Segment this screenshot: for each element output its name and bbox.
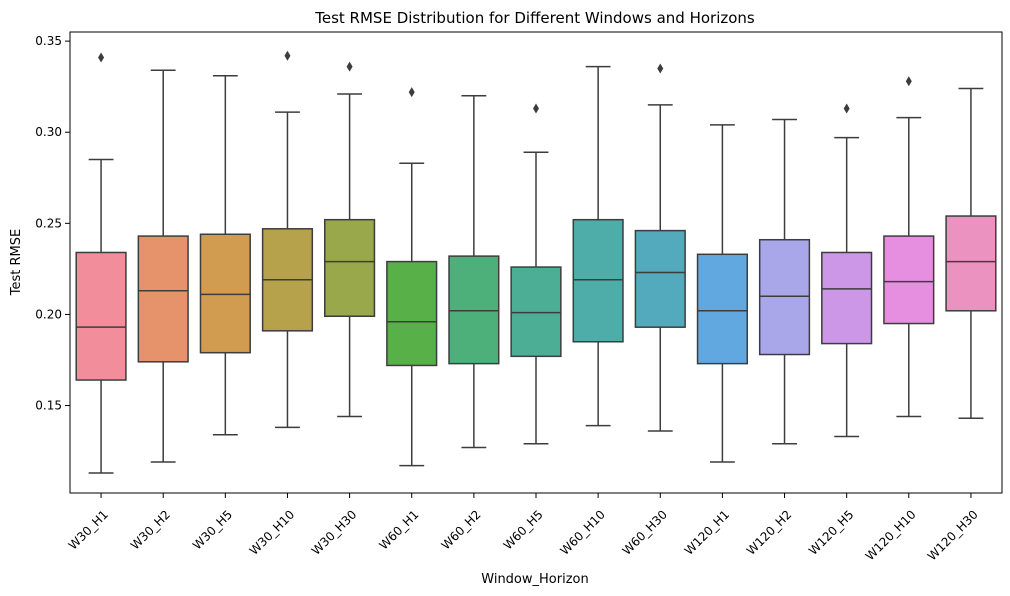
box-iqr: [696, 253, 749, 365]
x-tick-label: W60_H2: [439, 507, 484, 552]
box-W120_H10: [883, 76, 935, 418]
y-tick-label: 0.25: [35, 216, 62, 230]
x-tick-label: W120_H5: [806, 507, 857, 558]
box-W60_H5: [510, 103, 562, 445]
box-iqr: [945, 215, 997, 312]
box-iqr: [634, 229, 686, 328]
x-tick-label: W120_H2: [744, 507, 795, 558]
x-tick-label: W30_H30: [309, 507, 360, 558]
boxes: [75, 50, 997, 474]
chart-title: Test RMSE Distribution for Different Win…: [314, 9, 755, 27]
box-W120_H1: [696, 124, 749, 463]
x-tick-label: W30_H5: [190, 507, 235, 552]
box-W30_H2: [137, 69, 189, 463]
box-iqr: [821, 251, 873, 345]
outlier-point: [408, 87, 415, 98]
box-W120_H5: [821, 103, 873, 438]
box-W30_H30: [323, 61, 376, 418]
outlier-point: [843, 103, 850, 114]
x-tick-label: W60_H5: [501, 507, 546, 552]
x-axis: W30_H1 W30_H2 W30_H5 W30_H10 W30_H30 W60_H1 W6…: [66, 493, 981, 563]
y-tick-label: 0.30: [35, 125, 62, 139]
x-tick-label: W120_H1: [682, 507, 733, 558]
box-W30_H5: [199, 74, 251, 436]
box-W60_H2: [448, 95, 500, 449]
box-iqr: [323, 218, 376, 318]
box-W120_H30: [945, 87, 997, 420]
box-iqr: [386, 260, 438, 367]
y-axis-label: Test RMSE: [9, 229, 24, 296]
box-W30_H1: [75, 52, 127, 474]
box-W30_H10: [261, 50, 314, 429]
outlier-point: [905, 76, 912, 87]
box-W60_H10: [572, 65, 624, 427]
box-iqr: [883, 235, 935, 325]
outlier-point: [533, 103, 539, 114]
outlier-point: [284, 50, 291, 61]
x-tick-label: W120_H10: [863, 507, 919, 563]
x-tick-label: W30_H2: [128, 507, 173, 552]
y-tick-label: 0.15: [35, 399, 62, 413]
outlier-point: [98, 52, 105, 63]
box-iqr: [448, 255, 500, 365]
y-tick-label: 0.20: [35, 307, 62, 321]
x-tick-label: W30_H1: [66, 507, 111, 552]
y-tick-label: 0.35: [35, 34, 62, 48]
x-tick-label: W30_H10: [247, 507, 298, 558]
outlier-point: [346, 61, 353, 72]
box-iqr: [510, 266, 562, 358]
x-tick-label: W60_H10: [557, 507, 608, 558]
y-axis: 0.15 0.20 0.25 0.30 0.35: [35, 34, 70, 413]
box-iqr: [137, 235, 189, 363]
box-W60_H1: [386, 87, 438, 467]
x-tick-label: W60_H1: [376, 507, 421, 552]
box-iqr: [572, 218, 624, 343]
box-iqr: [758, 238, 811, 356]
box-iqr: [199, 233, 251, 354]
x-tick-label: W120_H30: [925, 507, 981, 563]
box-W60_H30: [634, 63, 686, 432]
outlier-point: [657, 63, 664, 74]
box-iqr: [75, 251, 127, 381]
box-W120_H2: [758, 118, 811, 445]
x-tick-label: W60_H30: [620, 507, 671, 558]
x-axis-label: Window_Horizon: [481, 572, 588, 587]
